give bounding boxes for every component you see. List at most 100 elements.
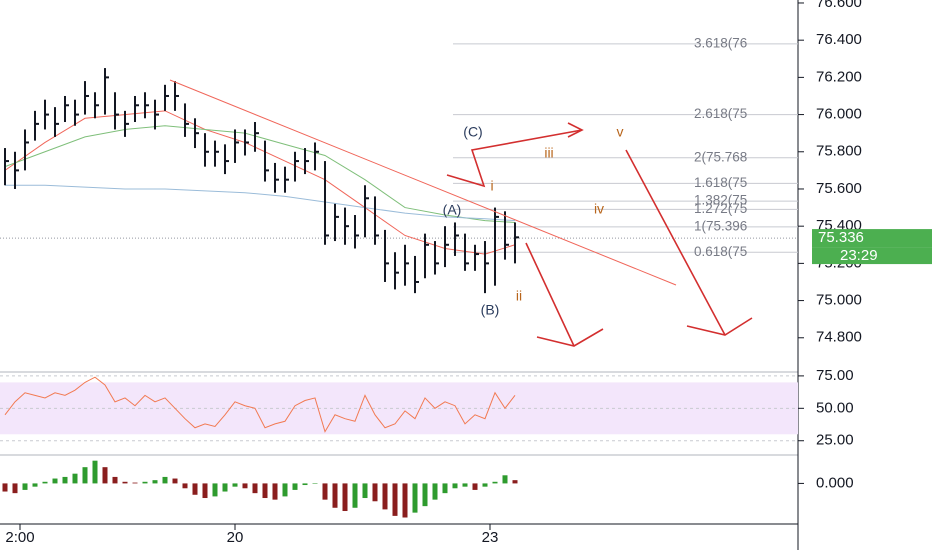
countdown-tag (812, 247, 932, 265)
histogram-bar (502, 475, 508, 484)
fib-label: 2.618(75 (694, 106, 747, 121)
arrow-head (536, 328, 604, 347)
moving-average (5, 184, 516, 222)
last-price-label: 75.336 (818, 229, 864, 246)
y-tick-label: 75.600 (816, 180, 862, 197)
histogram-bar (362, 483, 368, 499)
wave-label: i (490, 178, 493, 194)
histogram-bar (2, 483, 8, 492)
rsi-line (4, 376, 516, 433)
y-tick-label: 25.00 (816, 432, 854, 449)
moving-average (4, 110, 516, 255)
histogram-bar (182, 483, 188, 489)
histogram-bar (242, 483, 248, 489)
histogram-bar (492, 481, 498, 484)
histogram-bar (162, 476, 168, 484)
y-tick-label: 76.200 (816, 68, 862, 85)
moving-average (4, 125, 516, 223)
wave-arrow (525, 242, 575, 347)
histogram-bar (292, 483, 298, 490)
histogram-bar (462, 483, 468, 487)
histogram-bar (152, 480, 158, 484)
histogram-bar (122, 481, 128, 484)
histogram-bar (32, 483, 38, 487)
histogram-bar (262, 483, 268, 499)
histogram-bar (372, 483, 378, 502)
histogram-bar (422, 483, 428, 507)
histogram-bar (92, 460, 98, 484)
x-tick-label: 23 (482, 529, 499, 546)
histogram-bar (352, 483, 358, 508)
histogram-bar (382, 483, 388, 510)
countdown-label: 23:29 (840, 247, 878, 264)
histogram-bar (332, 483, 338, 508)
histogram-bar (142, 481, 148, 484)
plot-layers (169, 79, 753, 347)
fib-label: 2(75.768 (694, 149, 747, 164)
wave-label: iv (594, 201, 604, 217)
histogram-bar (132, 482, 138, 484)
histogram-bar (232, 483, 238, 487)
trend-line (169, 79, 677, 286)
histogram-bar (472, 483, 478, 490)
y-tick-label: 75.800 (816, 143, 862, 160)
y-tick-label: 50.00 (816, 399, 854, 416)
fib-label: 3.618(76 (694, 35, 747, 50)
wave-label: (A) (443, 202, 462, 218)
fib-label: 1(75.396 (694, 218, 747, 233)
x-tick-label: 2:00 (5, 529, 34, 546)
histogram-bar (72, 473, 78, 484)
wave-label: iii (544, 145, 553, 161)
histogram-bar (212, 483, 218, 497)
wave-arrow (625, 149, 726, 336)
histogram-bar (272, 483, 278, 500)
y-tick-label: 0.000 (816, 474, 854, 491)
histogram-bar (412, 483, 418, 513)
histogram-bar (482, 483, 488, 487)
histogram-bar (402, 483, 408, 518)
y-tick-label: 76.600 (816, 0, 862, 11)
histogram-bar (282, 483, 288, 497)
histogram-bar (312, 483, 318, 484)
histogram-bar (392, 483, 398, 516)
wave-label: (C) (463, 124, 482, 140)
last-price-tag (812, 229, 932, 248)
arrow-head (567, 122, 584, 138)
histogram-bar (432, 483, 438, 500)
histogram-bar (82, 467, 88, 484)
wave-label: v (617, 124, 624, 140)
histogram-bar (442, 483, 448, 494)
histogram-bar (452, 483, 458, 489)
y-tick-label: 75.000 (816, 292, 862, 309)
histogram-bar (172, 478, 178, 484)
wave-label: ii (516, 288, 522, 304)
histogram-bar (62, 476, 68, 484)
histogram-bar (222, 483, 228, 492)
histogram-bar (342, 483, 348, 512)
fib-label: 1.272(75 (694, 201, 747, 216)
y-tick-label: 75.00 (816, 367, 854, 384)
histogram-bar (252, 483, 258, 494)
histogram-bar (52, 478, 58, 484)
x-tick-label: 20 (227, 529, 244, 546)
wave-arrow (446, 129, 583, 188)
histogram-bar (512, 480, 518, 484)
wave-label: (B) (481, 302, 500, 318)
histogram-bar (22, 483, 28, 490)
fib-label: 1.382(75 (694, 193, 747, 208)
y-tick-label: 74.800 (816, 329, 862, 346)
y-tick-label: 76.000 (816, 106, 862, 123)
histogram-bar (112, 476, 118, 484)
histogram-bar (322, 483, 328, 500)
histogram-bar (192, 483, 198, 495)
y-tick-label: 76.400 (816, 31, 862, 48)
arrow-head (686, 317, 753, 336)
histogram-bar (302, 483, 308, 486)
histogram-bar (12, 483, 18, 494)
fib-label: 1.618(75 (694, 175, 747, 190)
histogram-bar (102, 467, 108, 484)
fib-label: 0.618(75 (694, 244, 747, 259)
histogram-bar (42, 481, 48, 484)
